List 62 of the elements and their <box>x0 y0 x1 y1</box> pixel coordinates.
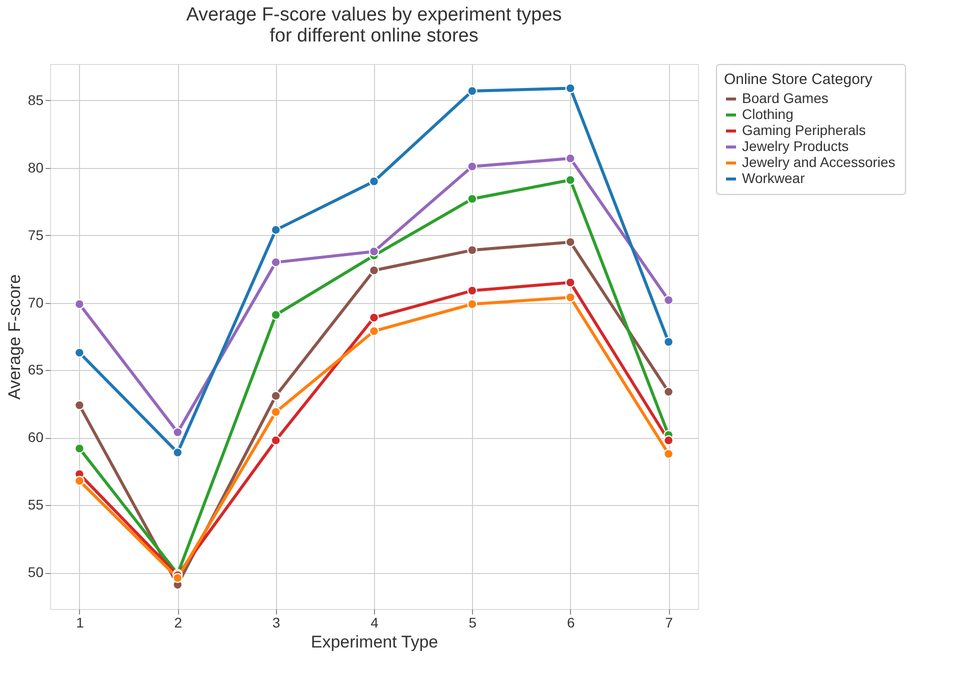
point <box>565 153 576 164</box>
point <box>565 277 576 288</box>
x-tick-label: 6 <box>566 614 575 630</box>
point <box>565 83 576 94</box>
y-tick-label: 75 <box>28 226 44 243</box>
x-tick-label: 3 <box>272 614 280 630</box>
point <box>565 237 576 248</box>
y-tick-label: 65 <box>28 362 44 378</box>
point <box>663 386 674 397</box>
y-tick-label: 60 <box>28 429 44 446</box>
point <box>663 295 674 306</box>
point <box>74 443 85 454</box>
legend-label: Jewelry and Accessories <box>742 154 896 170</box>
point <box>467 194 478 204</box>
point <box>467 299 478 310</box>
point <box>172 427 183 438</box>
y-tick-label: 70 <box>28 294 44 310</box>
text: for different online stores <box>270 26 478 46</box>
point <box>270 406 281 418</box>
point <box>368 326 380 336</box>
y-tick-label: 80 <box>28 159 44 176</box>
point <box>172 572 183 584</box>
point <box>270 224 281 235</box>
x-axis-title: Experiment Type <box>310 632 438 652</box>
legend-label: Board Games <box>742 90 828 106</box>
y-tick-label: 85 <box>28 92 44 108</box>
x-tick-label: 2 <box>174 614 182 630</box>
point <box>565 174 576 186</box>
y-tick-label: 55 <box>28 496 44 513</box>
point <box>368 265 380 276</box>
point <box>74 348 85 358</box>
point <box>270 390 281 401</box>
legend-label: Gaming Peripherals <box>742 122 866 138</box>
point <box>663 336 674 347</box>
x-tick-label: 7 <box>665 614 674 630</box>
point <box>270 435 281 446</box>
point <box>270 310 281 320</box>
legend-label: Jewelry Products <box>742 138 849 154</box>
point <box>74 400 85 410</box>
point <box>368 312 380 323</box>
legend-title: Online Store Category <box>724 71 873 88</box>
point <box>74 299 85 310</box>
point <box>368 176 380 186</box>
point <box>663 448 674 459</box>
point <box>467 245 478 256</box>
point <box>74 476 85 486</box>
point <box>663 435 674 446</box>
point <box>270 257 281 268</box>
point <box>172 447 183 458</box>
legend-label: Clothing <box>742 106 794 122</box>
x-tick-label: 5 <box>468 614 477 630</box>
point <box>565 292 576 302</box>
text: Average F-score values by experiment types <box>186 4 562 26</box>
y-tick-label: 50 <box>28 564 44 580</box>
legend-label: Workwear <box>742 170 806 186</box>
x-tick-label: 4 <box>370 614 379 630</box>
point <box>368 246 380 257</box>
y-axis-title: Average F-score <box>4 274 24 400</box>
point <box>467 286 478 296</box>
point <box>467 86 478 96</box>
point <box>467 161 478 172</box>
x-tick-label: 1 <box>76 614 84 630</box>
